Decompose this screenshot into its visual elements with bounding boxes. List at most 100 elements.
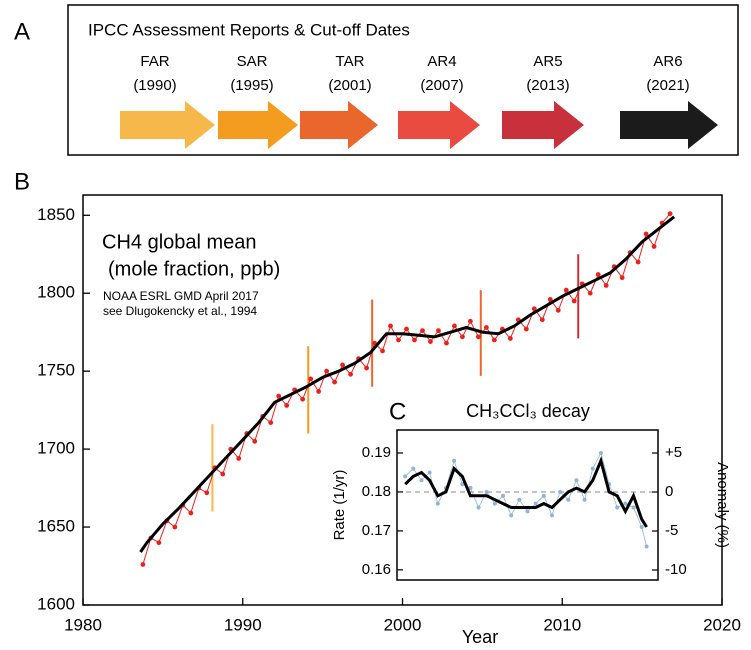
report-name: AR4: [427, 53, 456, 70]
panel-label: B: [14, 168, 30, 195]
data-point: [300, 396, 306, 402]
data-point: [140, 562, 146, 567]
data-point: [635, 259, 641, 265]
data-point: [623, 501, 628, 506]
x-tick-label: 1980: [64, 615, 102, 634]
panel-title: IPCC Assessment Reports & Cut-off Dates: [88, 20, 410, 39]
y-tick-label: 0.17: [362, 522, 391, 539]
data-point: [428, 339, 433, 344]
data-point: [590, 466, 595, 471]
data-point: [615, 505, 620, 510]
data-point: [340, 362, 345, 368]
y-axis-label: Rate (1/yr): [331, 470, 348, 541]
data-point: [563, 287, 569, 293]
data-point: [460, 482, 465, 487]
inset-frame: [396, 429, 659, 581]
data-point: [411, 466, 416, 471]
data-point: [582, 497, 587, 502]
data-point: [547, 297, 553, 302]
data-point: [404, 326, 409, 332]
data-point: [276, 393, 282, 399]
y2-tick-label: 0: [665, 483, 673, 500]
y-tick-label: 1700: [37, 439, 75, 458]
data-point: [396, 337, 401, 343]
y2-tick-label: +5: [665, 444, 682, 461]
y-tick-label: 0.19: [362, 444, 391, 461]
x-tick-label: 2010: [543, 615, 581, 634]
data-point: [523, 326, 529, 332]
data-point: [619, 275, 625, 281]
annotation: (mole fraction, ppb): [108, 258, 280, 280]
data-point: [236, 456, 242, 461]
data-point: [435, 501, 440, 506]
inset-plot: Rate (1/yr) Anomaly (%) 0.16 0.17 0.18 0.19 +5…: [331, 429, 731, 581]
data-point: [467, 318, 473, 324]
data-point: [509, 513, 514, 518]
data-point: [643, 231, 649, 237]
y2-axis-label: Anomaly (%): [714, 462, 731, 548]
data-point: [452, 323, 457, 329]
report-date: (2021): [646, 77, 689, 94]
data-point: [436, 328, 441, 334]
data-point: [531, 306, 537, 312]
data-point: [452, 458, 457, 463]
data-point: [631, 505, 636, 510]
y-tick-label: 1650: [37, 517, 75, 536]
report-arrow: [398, 101, 480, 149]
data-point: [420, 328, 425, 334]
report-name: FAR: [140, 53, 169, 70]
x-tick-label: 1990: [224, 615, 262, 634]
inset-background: [397, 430, 658, 580]
data-point: [308, 376, 314, 382]
report-name: AR6: [653, 53, 682, 70]
annotation: NOAA ESRL GMD April 2017: [103, 289, 259, 303]
data-point: [603, 283, 609, 288]
report-arrow: [300, 101, 378, 149]
panel-label: A: [14, 18, 30, 45]
report-date: (2013): [526, 77, 569, 94]
data-point: [667, 211, 673, 217]
data-point: [380, 348, 385, 354]
report-arrow: [218, 101, 298, 149]
y-tick-label: 1800: [37, 283, 75, 302]
data-point: [492, 501, 497, 506]
y-tick-label: 1750: [37, 361, 75, 380]
annotation: see Dlugokencky et al., 1994: [103, 304, 257, 318]
y-tick-label: 0.18: [362, 483, 391, 500]
data-point: [284, 403, 290, 408]
data-point: [172, 524, 178, 530]
data-point: [549, 513, 554, 518]
y-tick-label: 1850: [37, 205, 75, 224]
inset-title: CH₃CCl₃ decay: [466, 401, 590, 421]
data-point: [204, 490, 210, 496]
data-point: [491, 337, 497, 343]
data-point: [348, 371, 353, 377]
data-point: [484, 489, 489, 494]
data-point: [427, 470, 432, 475]
panel-label: C: [389, 398, 406, 425]
data-point: [639, 525, 644, 530]
y-tick-label: 0.16: [362, 561, 391, 578]
data-point: [525, 509, 530, 514]
data-point: [501, 493, 506, 498]
x-tick-label: 2020: [703, 615, 741, 634]
report-arrow: [620, 101, 718, 149]
data-point: [644, 544, 649, 549]
report-date: (1995): [230, 77, 273, 94]
data-point: [483, 325, 489, 330]
report-date: (1990): [133, 77, 176, 94]
report-arrow: [502, 101, 584, 149]
data-point: [364, 365, 369, 371]
y-tick-label: 1600: [37, 594, 75, 613]
x-axis-label: Year: [462, 627, 498, 647]
report-name: AR5: [533, 53, 562, 70]
data-point: [220, 471, 226, 477]
data-point: [252, 438, 258, 444]
data-point: [324, 368, 330, 374]
data-point: [388, 323, 393, 329]
x-tick-label: 2000: [384, 615, 422, 634]
data-point: [156, 540, 162, 546]
data-point: [460, 334, 465, 340]
data-point: [419, 478, 424, 483]
